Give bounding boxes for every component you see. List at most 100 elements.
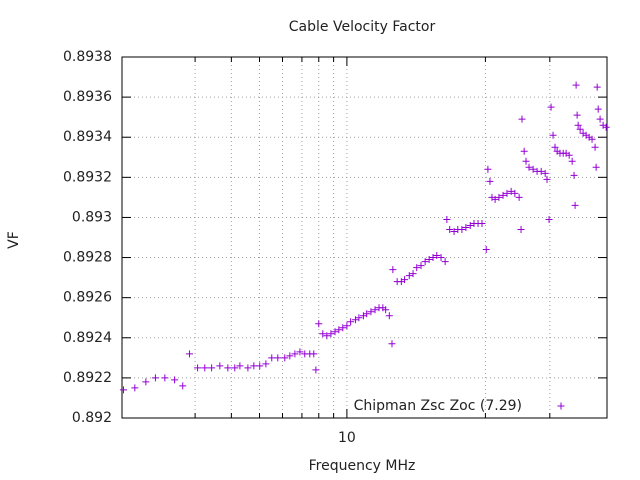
point	[482, 246, 490, 254]
point	[371, 306, 379, 314]
y-tick-label: 0.8936	[63, 89, 112, 105]
point	[551, 143, 559, 151]
point	[286, 352, 294, 360]
y-tick-label: 0.8924	[63, 330, 112, 346]
point	[522, 157, 530, 165]
y-tick-label: 0.893	[72, 209, 112, 225]
point	[520, 147, 528, 155]
point	[602, 123, 610, 131]
point	[256, 362, 264, 370]
x-axis-label: Frequency MHz	[309, 458, 416, 474]
point	[421, 258, 429, 266]
point	[549, 131, 557, 139]
point	[441, 258, 449, 266]
point	[315, 320, 323, 328]
point	[491, 195, 499, 203]
point	[525, 163, 533, 171]
point	[151, 374, 159, 382]
point	[503, 189, 511, 197]
point	[291, 350, 299, 358]
legend-marker	[557, 402, 565, 410]
point	[401, 276, 409, 284]
point	[244, 364, 252, 372]
point	[186, 350, 194, 358]
point	[331, 328, 339, 336]
point	[119, 386, 127, 394]
y-tick-label: 0.8934	[63, 129, 112, 145]
point	[389, 266, 397, 274]
y-tick-label: 0.8938	[63, 49, 112, 65]
point	[568, 157, 576, 165]
x-tick-label: 10	[338, 430, 356, 446]
point	[363, 310, 371, 318]
chart-title: Cable Velocity Factor	[289, 19, 436, 35]
point	[429, 254, 437, 262]
point	[588, 135, 596, 143]
point	[405, 272, 413, 280]
point	[574, 121, 582, 129]
point	[224, 364, 232, 372]
point	[547, 103, 555, 111]
y-tick-label: 0.8928	[63, 250, 112, 266]
point	[296, 348, 304, 356]
plot-border	[121, 56, 608, 419]
point	[194, 364, 202, 372]
point	[499, 191, 507, 199]
point	[208, 364, 216, 372]
y-tick-label: 0.892	[72, 410, 112, 426]
point	[171, 376, 179, 384]
point	[274, 354, 282, 362]
point	[161, 374, 169, 382]
point	[592, 163, 600, 171]
point	[495, 193, 503, 201]
point	[515, 193, 523, 201]
point	[382, 306, 390, 314]
point	[593, 83, 601, 91]
point	[388, 340, 396, 348]
point	[131, 384, 139, 392]
point	[216, 362, 224, 370]
point	[576, 125, 584, 133]
point	[573, 111, 581, 119]
point	[529, 165, 537, 173]
point	[572, 81, 580, 89]
legend-label: Chipman Zsc Zoc (7.29)	[354, 398, 522, 414]
point	[543, 175, 551, 183]
point	[511, 189, 519, 197]
y-tick-label: 0.8926	[63, 290, 112, 306]
point	[312, 366, 320, 374]
point	[367, 308, 375, 316]
point	[319, 330, 327, 338]
point	[327, 330, 335, 338]
point	[565, 151, 573, 159]
point	[250, 362, 258, 370]
point	[262, 360, 270, 368]
point	[517, 225, 525, 233]
point	[323, 332, 331, 340]
point	[343, 322, 351, 330]
point	[462, 223, 470, 231]
point	[179, 382, 187, 390]
point	[417, 262, 425, 270]
point	[537, 167, 545, 175]
point	[478, 219, 486, 227]
point	[339, 324, 347, 332]
point	[466, 221, 474, 229]
point	[443, 215, 451, 223]
point	[541, 169, 549, 177]
point	[310, 350, 318, 358]
point	[545, 215, 553, 223]
point	[486, 177, 494, 185]
point	[437, 254, 445, 262]
point	[596, 115, 604, 123]
point	[335, 326, 343, 334]
point	[268, 354, 276, 362]
point	[385, 312, 393, 320]
point	[409, 270, 417, 278]
point	[347, 318, 355, 326]
point	[425, 256, 433, 264]
point	[142, 378, 150, 386]
